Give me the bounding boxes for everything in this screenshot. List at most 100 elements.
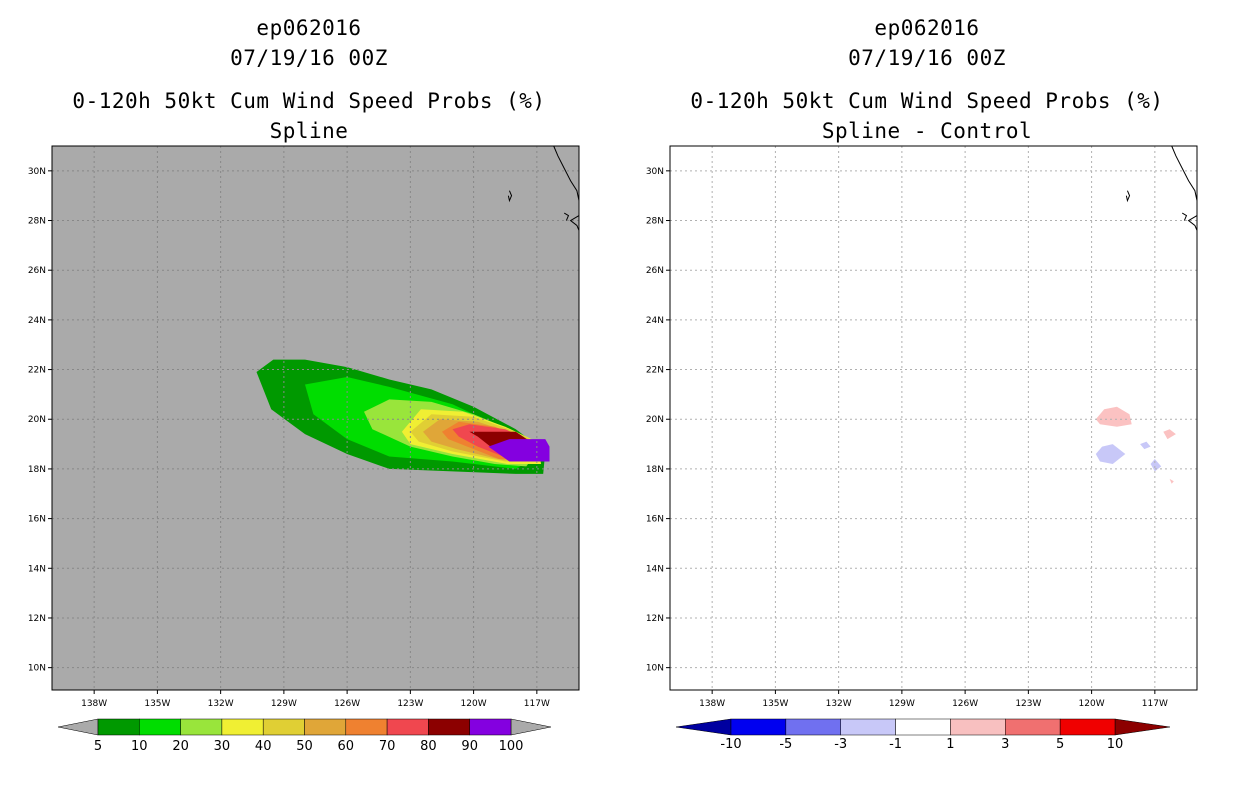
colorbar-swatch (97, 718, 140, 736)
right-map-panel: 138W 135W 132W 129W 126W 123W 120W 117W 30N 28N 26… (646, 145, 1198, 752)
left-map-panel: 138W 135W 132W 129W 126W 123W 120W 117W 30N 28N 26… (28, 145, 580, 754)
y-tick-label: 20N (646, 415, 664, 425)
island-outline (1125, 190, 1131, 203)
x-tick-label: 135W (762, 699, 788, 709)
x-tick-label: 117W (524, 699, 550, 709)
x-tick-label: 132W (826, 699, 852, 709)
island-outline (1181, 212, 1188, 221)
x-tick-label: 135W (144, 699, 170, 709)
colorbar-arrow-left (675, 718, 732, 736)
x-tick-label: 126W (334, 699, 360, 709)
colorbar-swatch (730, 718, 787, 736)
colorbar-label: -3 (834, 737, 847, 752)
colorbar-swatch (428, 718, 470, 736)
colorbar-label: 20 (172, 739, 189, 754)
right-title-storm: ep062016 (874, 16, 980, 40)
colorbar-swatch (785, 718, 841, 736)
x-tick-label: 120W (461, 699, 487, 709)
coastline (569, 215, 580, 231)
colorbar-label: 3 (1001, 737, 1009, 752)
colorbar-swatch (386, 718, 429, 736)
x-tick-label: 126W (952, 699, 978, 709)
colorbar-label: 5 (1056, 737, 1064, 752)
y-tick-label: 18N (646, 465, 664, 475)
island-outline (563, 212, 570, 221)
y-tick-label: 10N (28, 664, 46, 674)
x-tick-label: 129W (889, 699, 915, 709)
left-title-storm: ep062016 (256, 16, 362, 40)
y-tick-label: 24N (646, 316, 664, 326)
colorbar-swatch (221, 718, 264, 736)
x-tick-label: 138W (699, 699, 725, 709)
x-tick-label: 132W (208, 699, 234, 709)
coastline (1171, 145, 1198, 201)
contour-1 (1095, 406, 1132, 427)
x-tick-label: 138W (81, 699, 107, 709)
colorbar-swatch (469, 718, 512, 736)
colorbar-label: -1 (889, 737, 902, 752)
x-tick-label: 117W (1142, 699, 1168, 709)
right-title-date: 07/19/16 00Z (848, 46, 1006, 70)
y-tick-label: 22N (28, 366, 46, 376)
y-tick-label: 12N (28, 614, 46, 624)
colorbar-label: 70 (379, 739, 396, 754)
y-tick-label: 28N (28, 217, 46, 227)
y-tick-label: 22N (646, 366, 664, 376)
y-tick-label: 12N (646, 614, 664, 624)
colorbar-arrow-right (510, 718, 552, 736)
colorbar-label: 100 (499, 739, 524, 754)
colorbar-label: -5 (779, 737, 792, 752)
y-tick-label: 30N (646, 167, 664, 177)
y-tick-label: 26N (646, 266, 664, 276)
map-frame (669, 145, 1198, 691)
colorbar-label: 40 (255, 739, 272, 754)
colorbar-swatch (262, 718, 305, 736)
left-title-method: Spline (269, 119, 349, 143)
right-title-product: 0-120h 50kt Cum Wind Speed Probs (%) (690, 89, 1164, 113)
colorbar-arrow-right (1114, 718, 1171, 736)
map-frame (51, 145, 580, 691)
colorbar-label: 80 (420, 739, 437, 754)
y-tick-label: 10N (646, 664, 664, 674)
colorbar-swatch (304, 718, 347, 736)
y-tick-label: 16N (646, 515, 664, 525)
y-tick-label: 16N (28, 515, 46, 525)
colorbar-label: 60 (338, 739, 355, 754)
colorbar-swatch (1059, 718, 1116, 736)
colorbar-label: 30 (214, 739, 231, 754)
y-tick-label: 18N (28, 465, 46, 475)
contour-neg1 (1150, 459, 1162, 472)
contour-neg1 (1140, 441, 1151, 450)
coastline (553, 145, 580, 201)
colorbar-label: -10 (720, 737, 741, 752)
colorbar-label: 90 (461, 739, 478, 754)
colorbar-swatch (895, 718, 951, 736)
contour-neg1 (1095, 444, 1126, 464)
colorbar-label: 10 (131, 739, 148, 754)
left-title-date: 07/19/16 00Z (230, 46, 388, 70)
x-tick-label: 123W (1015, 699, 1041, 709)
contour-1 (1163, 429, 1176, 440)
x-tick-label: 129W (271, 699, 297, 709)
left-title-product: 0-120h 50kt Cum Wind Speed Probs (%) (72, 89, 546, 113)
right-title-method: Spline - Control (821, 119, 1033, 143)
y-tick-label: 26N (28, 266, 46, 276)
y-tick-label: 28N (646, 217, 664, 227)
contour-90 (488, 439, 550, 462)
colorbar-arrow-left (57, 718, 99, 736)
colorbar-swatch (1005, 718, 1061, 736)
colorbar-swatch (840, 718, 896, 736)
colorbar-swatch (950, 718, 1006, 736)
colorbar-label: 10 (1107, 737, 1124, 752)
colorbar-label: 50 (296, 739, 313, 754)
contour-1 (1169, 478, 1174, 484)
y-tick-label: 14N (28, 564, 46, 574)
y-tick-label: 20N (28, 415, 46, 425)
x-tick-label: 123W (397, 699, 423, 709)
y-tick-label: 30N (28, 167, 46, 177)
colorbar-swatch (345, 718, 388, 736)
y-tick-label: 14N (646, 564, 664, 574)
coastline (1187, 215, 1198, 231)
colorbar-swatch (139, 718, 181, 736)
